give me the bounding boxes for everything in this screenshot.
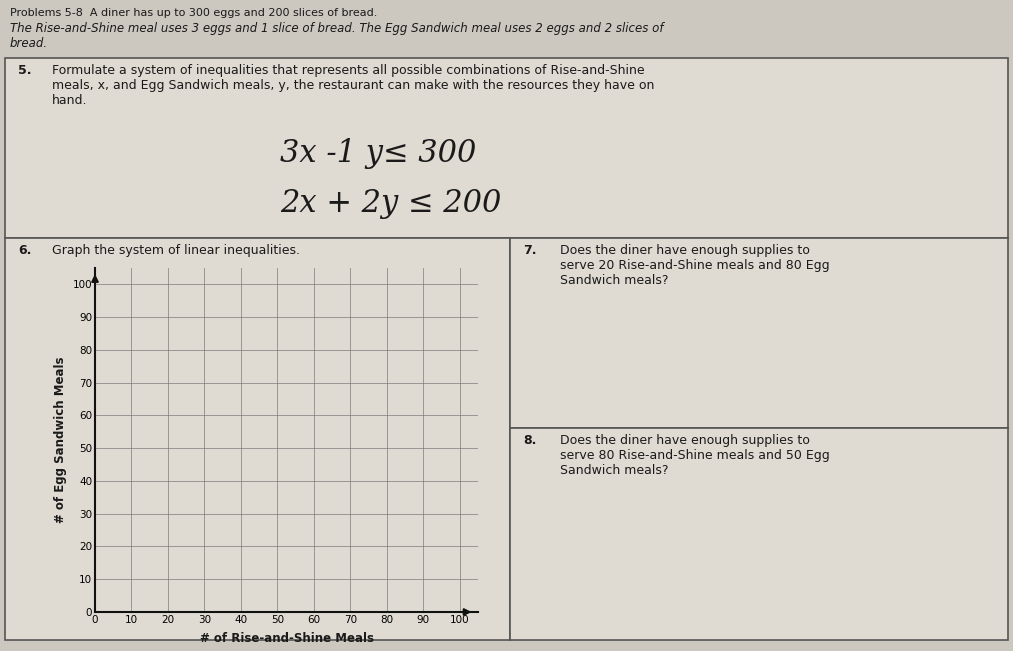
Text: Formulate a system of inequalities that represents all possible combinations of : Formulate a system of inequalities that … — [52, 64, 644, 77]
Text: 2x + 2y ≤ 200: 2x + 2y ≤ 200 — [280, 188, 501, 219]
Text: bread.: bread. — [10, 37, 49, 50]
Text: Does the diner have enough supplies to
serve 20 Rise-and-Shine meals and 80 Egg
: Does the diner have enough supplies to s… — [560, 244, 830, 287]
Bar — [510, 238, 1008, 428]
Bar — [5, 238, 510, 640]
Text: 5.: 5. — [18, 64, 31, 77]
Text: 7.: 7. — [523, 244, 537, 257]
Text: 8.: 8. — [523, 434, 536, 447]
X-axis label: # of Rise-and-Shine Meals: # of Rise-and-Shine Meals — [200, 631, 374, 644]
Text: 3x -1 y≤ 300: 3x -1 y≤ 300 — [280, 138, 476, 169]
Y-axis label: # of Egg Sandwich Meals: # of Egg Sandwich Meals — [54, 357, 67, 523]
Text: The Rise-and-Shine meal uses 3 eggs and 1 slice of bread. The Egg Sandwich meal : The Rise-and-Shine meal uses 3 eggs and … — [10, 22, 664, 35]
Text: Does the diner have enough supplies to
serve 80 Rise-and-Shine meals and 50 Egg
: Does the diner have enough supplies to s… — [560, 434, 830, 477]
Text: meals, x, and Egg Sandwich meals, y, the restaurant can make with the resources : meals, x, and Egg Sandwich meals, y, the… — [52, 79, 654, 92]
Bar — [5, 58, 1008, 238]
Bar — [510, 428, 1008, 640]
Text: 6.: 6. — [18, 244, 31, 257]
Text: hand.: hand. — [52, 94, 87, 107]
Text: Problems 5-8  A diner has up to 300 eggs and 200 slices of bread.: Problems 5-8 A diner has up to 300 eggs … — [10, 8, 378, 18]
Text: Graph the system of linear inequalities.: Graph the system of linear inequalities. — [52, 244, 300, 257]
